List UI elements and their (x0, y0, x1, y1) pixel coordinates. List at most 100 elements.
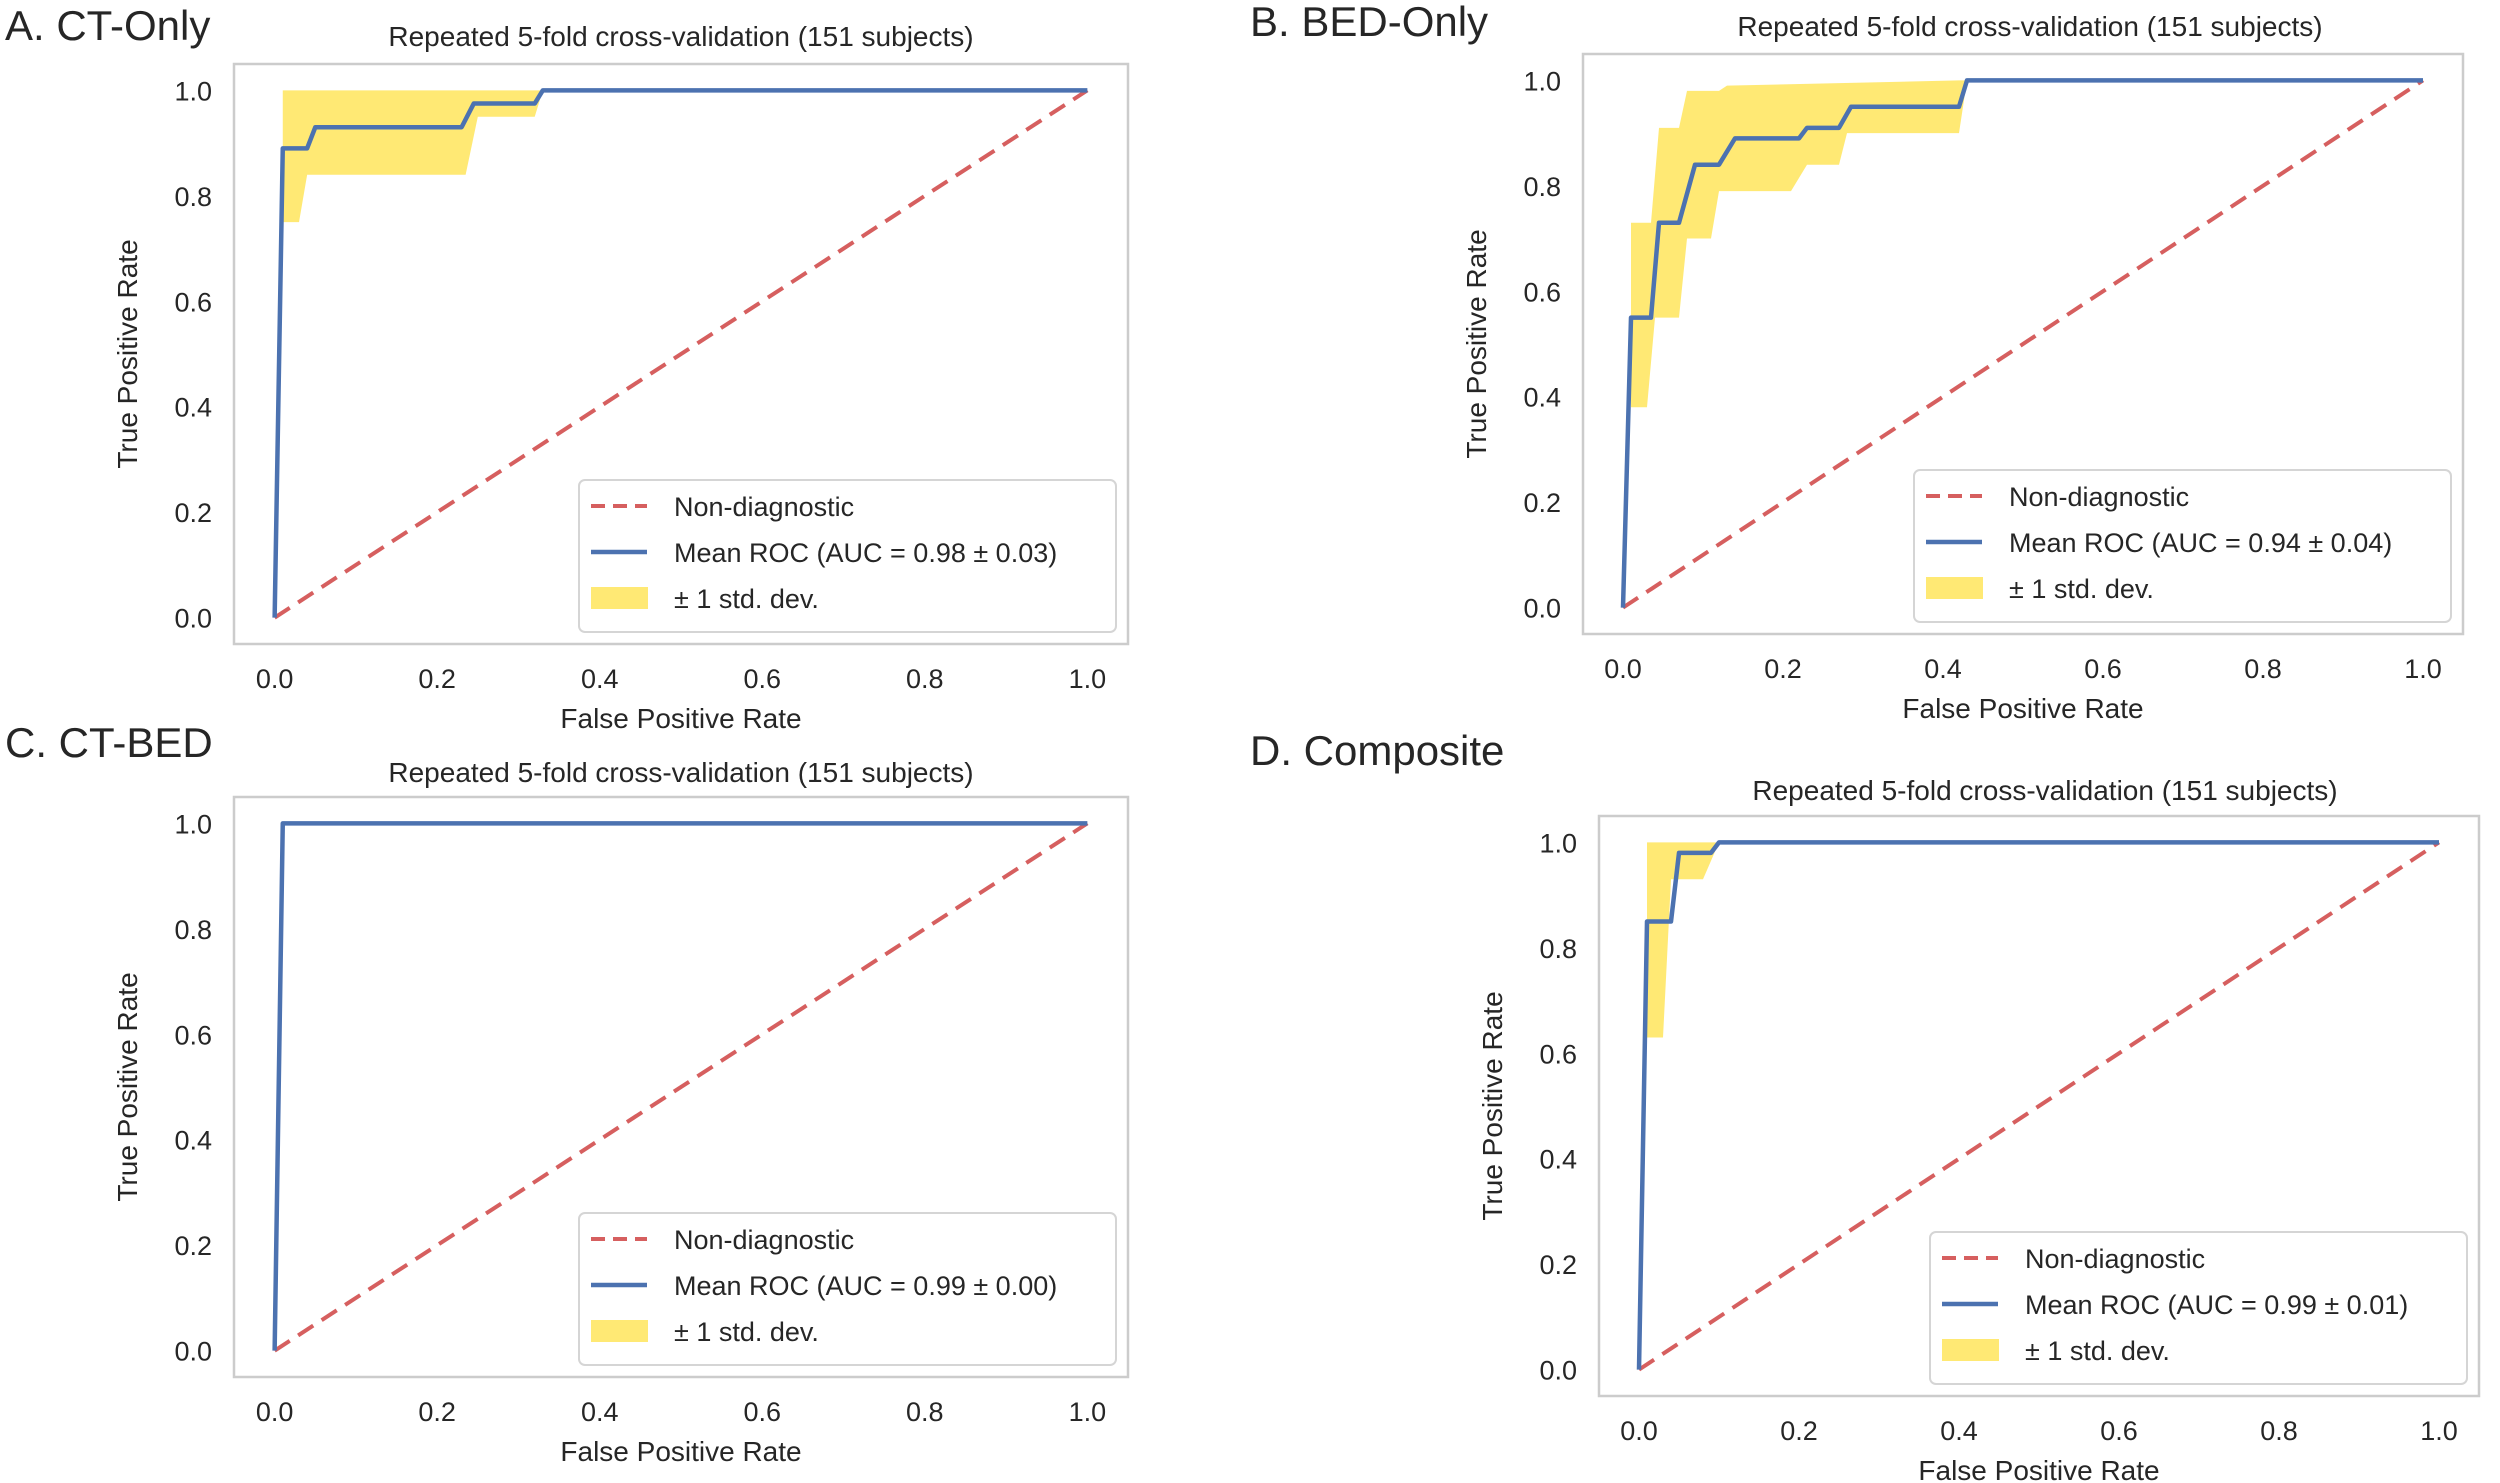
legend: Non-diagnostic Mean ROC (AUC = 0.94 ± 0.0… (1913, 469, 2452, 623)
y-tick-label: 0.0 (1523, 594, 1561, 624)
non-diagnostic-line (1637, 840, 2441, 1372)
y-tick-label: 0.4 (174, 1126, 212, 1156)
y-tick-label: 1.0 (174, 809, 212, 839)
roc-panel-0: A. CT-Only Repeated 5-fold cross-validati… (5, 2, 1130, 734)
x-tick-label: 1.0 (1069, 664, 1107, 694)
x-tick-label: 0.4 (581, 664, 619, 694)
x-tick-label: 0.6 (743, 1397, 781, 1427)
panel-label: D. Composite (1250, 727, 1504, 774)
x-tick-label: 0.0 (256, 1397, 294, 1427)
roc-panel-2: C. CT-BED Repeated 5-fold cross-validatio… (5, 719, 1130, 1467)
std-dev-band (1631, 80, 2423, 408)
x-axis-label: False Positive Rate (1918, 1455, 2159, 1483)
legend-label-std-dev: ± 1 std. dev. (674, 1317, 819, 1347)
x-tick-label: 0.2 (1764, 654, 1802, 684)
x-tick-label: 1.0 (2420, 1416, 2458, 1446)
y-tick-label: 0.4 (1523, 383, 1561, 413)
legend-box (1929, 1231, 2468, 1385)
legend: Non-diagnostic Mean ROC (AUC = 0.98 ± 0.0… (578, 479, 1117, 633)
y-axis-label: True Positive Rate (1461, 229, 1492, 458)
x-tick-label: 0.8 (2260, 1416, 2298, 1446)
chart-title: Repeated 5-fold cross-validation (151 su… (1737, 11, 2322, 42)
legend-swatch-std-dev (1942, 1339, 1999, 1361)
non-diagnostic-line (273, 88, 1089, 620)
legend: Non-diagnostic Mean ROC (AUC = 0.99 ± 0.0… (1929, 1231, 2468, 1385)
mean-roc-line (272, 88, 1088, 618)
x-tick-label: 0.6 (2084, 654, 2122, 684)
x-tick-label: 0.4 (1924, 654, 1962, 684)
y-axis-label: True Positive Rate (1477, 991, 1508, 1220)
y-tick-label: 0.6 (174, 1020, 212, 1050)
x-tick-label: 0.8 (906, 1397, 944, 1427)
chart-title: Repeated 5-fold cross-validation (151 su… (388, 757, 973, 788)
x-tick-label: 0.0 (256, 664, 294, 694)
legend-label-non-diagnostic: Non-diagnostic (2025, 1244, 2205, 1274)
legend-box (578, 1212, 1117, 1366)
legend-label-non-diagnostic: Non-diagnostic (674, 492, 854, 522)
legend-swatch-std-dev (591, 587, 648, 609)
panel-label: A. CT-Only (5, 2, 210, 49)
mean-roc-line (1620, 78, 2423, 608)
panel-label: B. BED-Only (1250, 0, 1488, 45)
mean-roc-line (1636, 840, 2439, 1370)
y-axis-label: True Positive Rate (112, 972, 143, 1201)
legend-label-non-diagnostic: Non-diagnostic (674, 1225, 854, 1255)
legend-label-std-dev: ± 1 std. dev. (2025, 1336, 2170, 1366)
roc-panel-1: B. BED-Only Repeated 5-fold cross-validat… (1250, 0, 2465, 724)
legend-swatch-std-dev (591, 1320, 648, 1342)
y-tick-label: 0.2 (1539, 1250, 1577, 1280)
x-tick-label: 0.4 (1940, 1416, 1978, 1446)
y-tick-label: 0.0 (174, 1337, 212, 1367)
y-tick-label: 0.6 (1523, 277, 1561, 307)
x-tick-label: 0.4 (581, 1397, 619, 1427)
y-tick-label: 0.4 (1539, 1145, 1577, 1175)
mean-roc-line (272, 821, 1088, 1351)
legend-label-std-dev: ± 1 std. dev. (2009, 574, 2154, 604)
y-tick-label: 0.6 (1539, 1039, 1577, 1069)
y-tick-label: 0.0 (174, 604, 212, 634)
x-axis-label: False Positive Rate (560, 1436, 801, 1467)
x-tick-label: 0.0 (1604, 654, 1642, 684)
x-tick-label: 1.0 (2404, 654, 2442, 684)
legend-label-non-diagnostic: Non-diagnostic (2009, 482, 2189, 512)
legend-box (578, 479, 1117, 633)
legend-swatch-std-dev (1926, 577, 1983, 599)
x-tick-label: 0.2 (418, 664, 456, 694)
legend-label-mean-roc: Mean ROC (AUC = 0.99 ± 0.01) (2025, 1290, 2408, 1320)
legend-label-std-dev: ± 1 std. dev. (674, 584, 819, 614)
std-dev-band (282, 90, 1088, 223)
y-tick-label: 0.4 (174, 393, 212, 423)
roc-panel-3: D. Composite Repeated 5-fold cross-valida… (1250, 727, 2481, 1483)
legend-label-mean-roc: Mean ROC (AUC = 0.98 ± 0.03) (674, 538, 1057, 568)
x-tick-label: 0.2 (418, 1397, 456, 1427)
y-tick-label: 1.0 (1523, 66, 1561, 96)
y-tick-label: 0.6 (174, 287, 212, 317)
x-axis-label: False Positive Rate (560, 703, 801, 734)
y-tick-label: 0.8 (1523, 172, 1561, 202)
legend-label-mean-roc: Mean ROC (AUC = 0.94 ± 0.04) (2009, 528, 2392, 558)
y-tick-label: 0.2 (174, 498, 212, 528)
non-diagnostic-line (1621, 78, 2425, 610)
y-tick-label: 0.8 (174, 915, 212, 945)
legend: Non-diagnostic Mean ROC (AUC = 0.99 ± 0.0… (578, 1212, 1117, 1366)
x-tick-label: 0.6 (743, 664, 781, 694)
chart-title: Repeated 5-fold cross-validation (151 su… (1752, 775, 2337, 806)
panel-label: C. CT-BED (5, 719, 213, 766)
x-tick-label: 0.8 (906, 664, 944, 694)
y-tick-label: 1.0 (1539, 828, 1577, 858)
x-axis-label: False Positive Rate (1902, 693, 2143, 724)
x-tick-label: 0.6 (2100, 1416, 2138, 1446)
x-tick-label: 0.2 (1780, 1416, 1818, 1446)
chart-title: Repeated 5-fold cross-validation (151 su… (388, 21, 973, 52)
y-tick-label: 1.0 (174, 76, 212, 106)
legend-box (1913, 469, 2452, 623)
y-tick-label: 0.2 (1523, 488, 1561, 518)
non-diagnostic-line (273, 821, 1089, 1353)
x-tick-label: 0.8 (2244, 654, 2282, 684)
y-tick-label: 0.2 (174, 1231, 212, 1261)
y-tick-label: 0.8 (1539, 934, 1577, 964)
legend-label-mean-roc: Mean ROC (AUC = 0.99 ± 0.00) (674, 1271, 1057, 1301)
y-tick-label: 0.8 (174, 182, 212, 212)
x-tick-label: 1.0 (1069, 1397, 1107, 1427)
